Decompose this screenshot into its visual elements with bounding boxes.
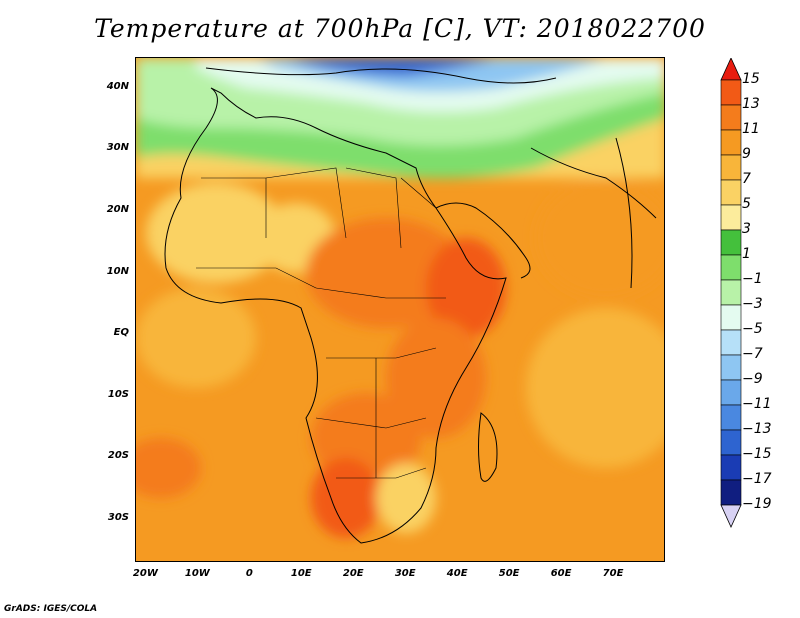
colorbar-swatch (720, 254, 742, 281)
border-3 (345, 167, 402, 249)
lon-label-60e: 60E (550, 568, 572, 579)
colorbar-label: −11 (742, 396, 772, 412)
colorbar-swatch (720, 154, 742, 181)
region-sahara-west (146, 183, 286, 283)
colorbar-label: 5 (742, 196, 751, 212)
region-gulf-guinea (136, 288, 256, 388)
region-ethiopia-warm (426, 238, 506, 338)
africa-outline (164, 87, 507, 544)
border-9 (336, 467, 427, 479)
lat-label-10n: 10N (106, 265, 129, 277)
colorbar-top-arrow (720, 58, 742, 81)
colorbar-swatch (720, 79, 742, 106)
colorbar-swatch (720, 104, 742, 131)
lat-label-40n: 40N (106, 80, 129, 92)
india-coast (615, 137, 633, 289)
border-4 (400, 177, 437, 209)
lon-label-50e: 50E (498, 568, 520, 579)
iran-coast (530, 147, 657, 219)
colorbar (720, 58, 742, 528)
border-7 (326, 347, 437, 359)
colorbar-swatch (720, 429, 742, 456)
region-east-africa (386, 318, 486, 438)
border-6 (315, 287, 446, 299)
lat-label-20n: 20N (106, 203, 129, 215)
lon-label-10e: 10E (290, 568, 312, 579)
colorbar-swatch (720, 204, 742, 231)
colorbar-label: 7 (742, 171, 751, 187)
region-atlantic-warm (136, 438, 201, 498)
colorbar-label: −13 (742, 421, 772, 437)
border-8 (315, 417, 427, 429)
lon-label-20e: 20E (342, 568, 364, 579)
colorbar-swatch (720, 329, 742, 356)
arabia-coast (435, 202, 531, 279)
region-sahel-warm (306, 218, 466, 328)
madagascar (478, 412, 498, 482)
colorbar-swatch (720, 304, 742, 331)
region-indian-ocean (526, 308, 664, 468)
lat-label-30s: 30S (107, 511, 129, 523)
region-kalahari-cool (376, 463, 436, 533)
colorbar-swatch (720, 179, 742, 206)
colorbar-label: 13 (742, 96, 760, 112)
chart-title: Temperature at 700hPa [C], VT: 201802270… (94, 14, 706, 43)
colorbar-label: −1 (742, 271, 763, 287)
mediterranean-north (205, 67, 557, 84)
colorbar-bottom-arrow (720, 504, 742, 528)
band-blue (286, 58, 496, 76)
colorbar-swatch (720, 479, 742, 506)
colorbar-swatch (720, 379, 742, 406)
lon-label-20w: 20W (132, 568, 158, 579)
lon-label-30e: 30E (394, 568, 416, 579)
country-borders (196, 167, 446, 479)
lat-label-20s: 20S (107, 450, 129, 462)
colorbar-swatch (720, 279, 742, 306)
colorbar-label: −5 (742, 321, 763, 337)
colorbar-label: −17 (742, 471, 772, 487)
colorbar-swatch (720, 229, 742, 256)
lon-label-10w: 10W (184, 568, 210, 579)
lat-label-30n: 30N (106, 142, 129, 154)
colorbar-label: 3 (742, 221, 751, 237)
lon-label-70e: 70E (602, 568, 624, 579)
colorbar-swatch (720, 354, 742, 381)
colorbar-label: −9 (742, 371, 763, 387)
footer-credit: GrADS: IGES/COLA (4, 604, 98, 614)
temperature-map (136, 58, 664, 561)
colorbar-label: 11 (742, 121, 760, 137)
colorbar-swatch (720, 129, 742, 156)
colorbar-label: 9 (742, 146, 751, 162)
map-panel (135, 57, 665, 562)
lat-label-eq: EQ (113, 327, 129, 339)
border-2 (265, 167, 347, 239)
colorbar-label: −19 (742, 496, 772, 512)
lat-label-10s: 10S (107, 388, 129, 400)
lon-label-40e: 40E (446, 568, 468, 579)
colorbar-swatch (720, 404, 742, 431)
colorbar-label: −7 (742, 346, 763, 362)
colorbar-label: −15 (742, 446, 772, 462)
coastlines (164, 67, 657, 544)
colorbar-swatch (720, 454, 742, 481)
colorbar-label: −3 (742, 296, 763, 312)
colorbar-label: 15 (742, 71, 760, 87)
colorbar-label: 1 (742, 246, 751, 262)
lon-label-0: 0 (245, 568, 253, 579)
border-5 (196, 267, 317, 289)
